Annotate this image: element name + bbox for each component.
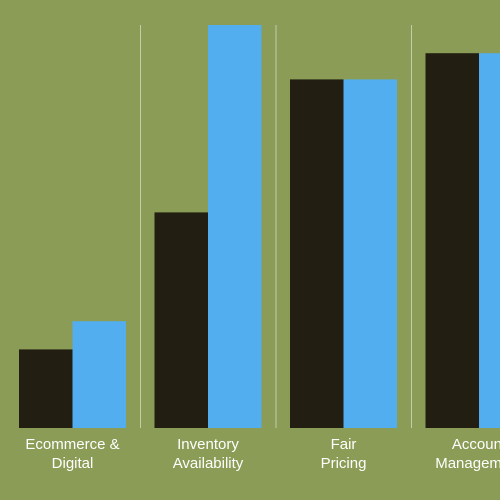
- bar-series-1-category-2: [154, 212, 208, 428]
- bar-series-1-category-3: [290, 79, 344, 428]
- bar-series-2-category-3: [343, 79, 397, 428]
- category-label-line: Digital: [52, 455, 94, 472]
- category-label: Inventory Availability: [173, 436, 244, 472]
- bar-series-2-category-4: [479, 53, 500, 429]
- category-labels: Ecommerce & Digital Inventory Availability F…: [25, 436, 500, 472]
- category-label-line: Management: [435, 455, 500, 472]
- category-label-line: Account: [452, 436, 500, 453]
- bars-layer: [19, 25, 500, 429]
- category-label-line: Availability: [173, 455, 244, 472]
- category-dividers: [140, 25, 412, 428]
- category-label-line: Pricing: [321, 455, 367, 472]
- bar-series-1-category-4: [425, 53, 479, 429]
- bar-series-1-category-1: [19, 349, 73, 428]
- bar-series-2-category-2: [208, 25, 262, 428]
- category-label-line: Ecommerce &: [25, 436, 119, 453]
- category-label: Ecommerce & Digital: [25, 436, 119, 472]
- category-label: Account Management: [435, 436, 500, 472]
- category-label-line: Fair: [331, 436, 357, 453]
- category-label-line: Inventory: [177, 436, 239, 453]
- bar-series-2-category-1: [72, 321, 126, 428]
- category-label: Fair Pricing: [321, 436, 367, 472]
